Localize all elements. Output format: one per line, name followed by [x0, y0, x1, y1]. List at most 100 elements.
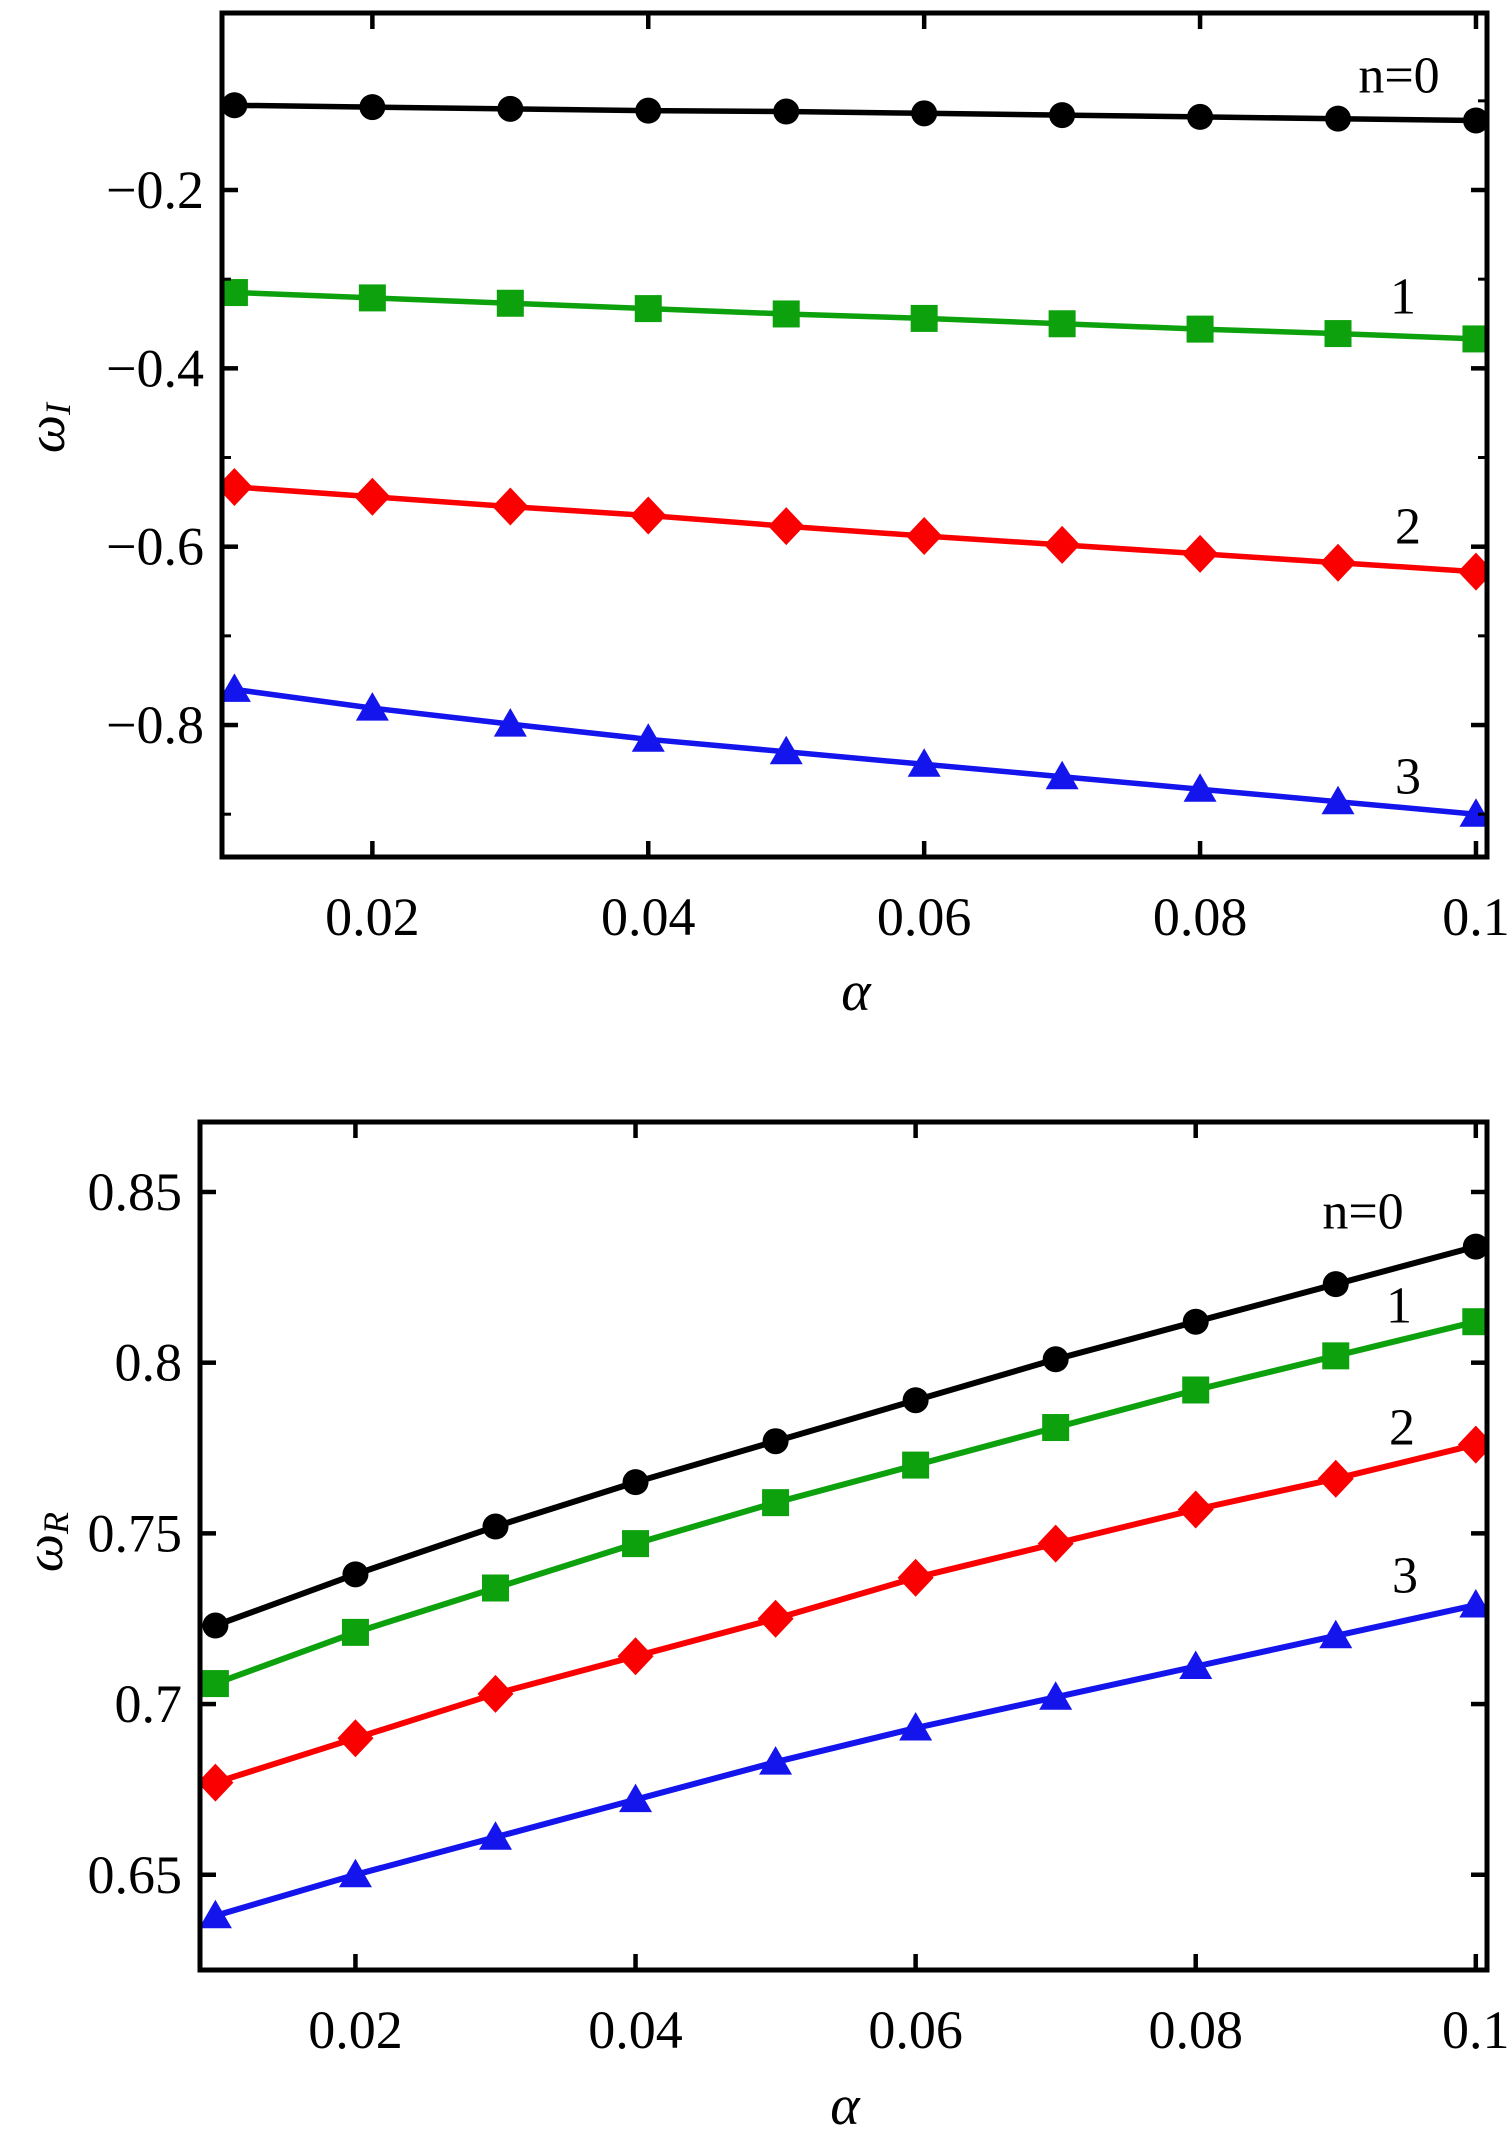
series-n=3-marker-triangle	[1183, 773, 1217, 802]
y-tick-label: 0.85	[88, 1162, 183, 1222]
panel-omega-imaginary: 0.02 0.04 0.06 0.08 0.1 −0.2 −0.4 −0.6 −0.8 n=0 1 2…	[16, 10, 1510, 1023]
x-tick-label: 0.1	[1442, 2000, 1510, 2060]
series-n=1-marker-square	[358, 284, 386, 312]
y-tick-label: −0.2	[106, 160, 204, 220]
series-omega-imaginary-2	[219, 467, 1490, 591]
series-n=0-marker-circle	[1042, 1346, 1069, 1373]
y-axis-label-omega-real: ωR	[14, 1512, 76, 1572]
series-line-n=2	[231, 484, 1479, 575]
series-n=3-marker-triangle	[1321, 785, 1355, 815]
series-n=1-marker-square	[481, 1574, 509, 1602]
series-label-n=2: 2	[1389, 1400, 1415, 1457]
x-tick-label: 0.04	[588, 2000, 683, 2060]
series-label-n=1: 1	[1386, 1278, 1412, 1335]
y-tick-label: −0.4	[106, 338, 204, 398]
series-n=0-marker-circle	[497, 95, 524, 122]
series-n=2-marker-diamond	[1037, 1524, 1074, 1563]
x-axis-label-omega-real: α	[830, 2075, 861, 2137]
series-n=2-marker-diamond	[1457, 1425, 1490, 1464]
x-tick-label: 0.02	[325, 887, 420, 947]
series-line-n=2	[212, 1441, 1479, 1786]
series-n=2-marker-diamond	[354, 477, 391, 516]
series-omega-real-2	[197, 1425, 1490, 1802]
series-n=1-marker-square	[622, 1530, 650, 1558]
series-n=0-marker-circle	[911, 100, 938, 127]
series-n=3-marker-triangle	[631, 723, 665, 752]
series-n=3-marker-triangle	[1045, 760, 1079, 790]
series-n=3-marker-triangle	[1459, 798, 1490, 827]
series-omega-imaginary-0	[221, 92, 1489, 134]
series-n=2-marker-diamond	[197, 1763, 234, 1802]
series-n=2-marker-diamond	[1317, 1459, 1354, 1498]
series-n=2-marker-diamond	[757, 1599, 794, 1638]
series-line-n=0	[231, 102, 1479, 124]
y-tick-label: 0.8	[115, 1333, 183, 1393]
series-n=2-marker-diamond	[906, 516, 943, 555]
series-n=1-marker-square	[1324, 320, 1352, 348]
series-n=2-marker-diamond	[219, 467, 253, 506]
series-label-n=3: 3	[1395, 749, 1421, 806]
series-n=0-marker-circle	[221, 92, 248, 119]
series-n=1-marker-square	[341, 1618, 369, 1646]
series-n=3-marker-triangle	[769, 735, 803, 765]
series-n=3-marker-triangle	[899, 1711, 933, 1741]
series-n=3-marker-triangle	[478, 1821, 512, 1850]
series-n=0-marker-circle	[762, 1428, 789, 1455]
series-n=0-marker-circle	[1462, 1233, 1489, 1260]
panel-omega-real: 0.02 0.04 0.06 0.08 0.1 0.85 0.8 0.75 0.7 0.65 n=0…	[14, 1119, 1510, 2137]
x-tick-label: 0.02	[308, 2000, 403, 2060]
series-label-n=3: 3	[1392, 1548, 1418, 1605]
series-n=0-marker-circle	[1187, 103, 1214, 130]
series-n=3-marker-triangle	[198, 1899, 232, 1929]
series-label-n=1: 1	[1390, 269, 1416, 326]
y-axis-label-subscript: I	[38, 401, 78, 416]
series-n=0-marker-circle	[622, 1469, 649, 1496]
series-n=1-marker-square	[1322, 1342, 1350, 1370]
series-n=2-marker-diamond	[1182, 534, 1219, 573]
series-n=3-marker-triangle	[907, 748, 941, 777]
plot-frame-omega-imaginary	[219, 10, 1490, 860]
series-n=3-marker-triangle	[1459, 1589, 1490, 1618]
series-line-n=1	[231, 289, 1479, 342]
series-omega-real-1	[201, 1308, 1490, 1698]
series-omega-imaginary-3	[219, 673, 1490, 827]
series-n=2-marker-diamond	[1044, 525, 1081, 564]
series-n=2-marker-diamond	[617, 1637, 654, 1676]
series-label-n=0: n=0	[1358, 48, 1439, 105]
plot-area-omega-real	[197, 1233, 1490, 1929]
series-n=2-marker-diamond	[1457, 552, 1490, 591]
series-n=0-marker-circle	[902, 1387, 929, 1414]
series-n=3-marker-triangle	[1179, 1650, 1213, 1680]
series-n=0-marker-circle	[482, 1513, 509, 1540]
series-n=2-marker-diamond	[897, 1558, 934, 1597]
x-tick-label: 0.06	[868, 2000, 963, 2060]
x-tick-label: 0.08	[1148, 2000, 1243, 2060]
y-tick-label: 0.7	[115, 1674, 183, 1734]
series-n=0-marker-circle	[202, 1612, 229, 1639]
x-tick-label: 0.04	[601, 887, 696, 947]
series-n=2-marker-diamond	[492, 487, 529, 526]
series-n=3-marker-triangle	[219, 673, 251, 702]
series-n=1-marker-square	[496, 289, 524, 317]
series-n=1-marker-square	[220, 279, 248, 307]
series-n=3-marker-triangle	[355, 692, 389, 721]
series-n=1-marker-square	[634, 295, 662, 323]
series-n=1-marker-square	[1186, 315, 1214, 343]
ticks-omega-real	[200, 1122, 1487, 1970]
y-axis-label-subscript: R	[36, 1512, 76, 1535]
series-n=3-marker-triangle	[1039, 1681, 1073, 1710]
y-tick-label: 0.75	[88, 1503, 183, 1563]
series-n=0-marker-circle	[1049, 102, 1076, 129]
ticks-omega-imaginary	[222, 13, 1487, 857]
y-tick-label: 0.65	[88, 1845, 183, 1905]
series-n=1-marker-square	[1042, 1414, 1070, 1442]
series-line-n=0	[212, 1243, 1479, 1629]
series-n=1-marker-square	[772, 300, 800, 328]
series-n=1-marker-square	[1182, 1376, 1210, 1404]
series-n=2-marker-diamond	[768, 507, 805, 546]
series-n=3-marker-triangle	[759, 1746, 793, 1775]
series-n=0-marker-circle	[773, 98, 800, 125]
series-n=0-marker-circle	[342, 1561, 369, 1588]
